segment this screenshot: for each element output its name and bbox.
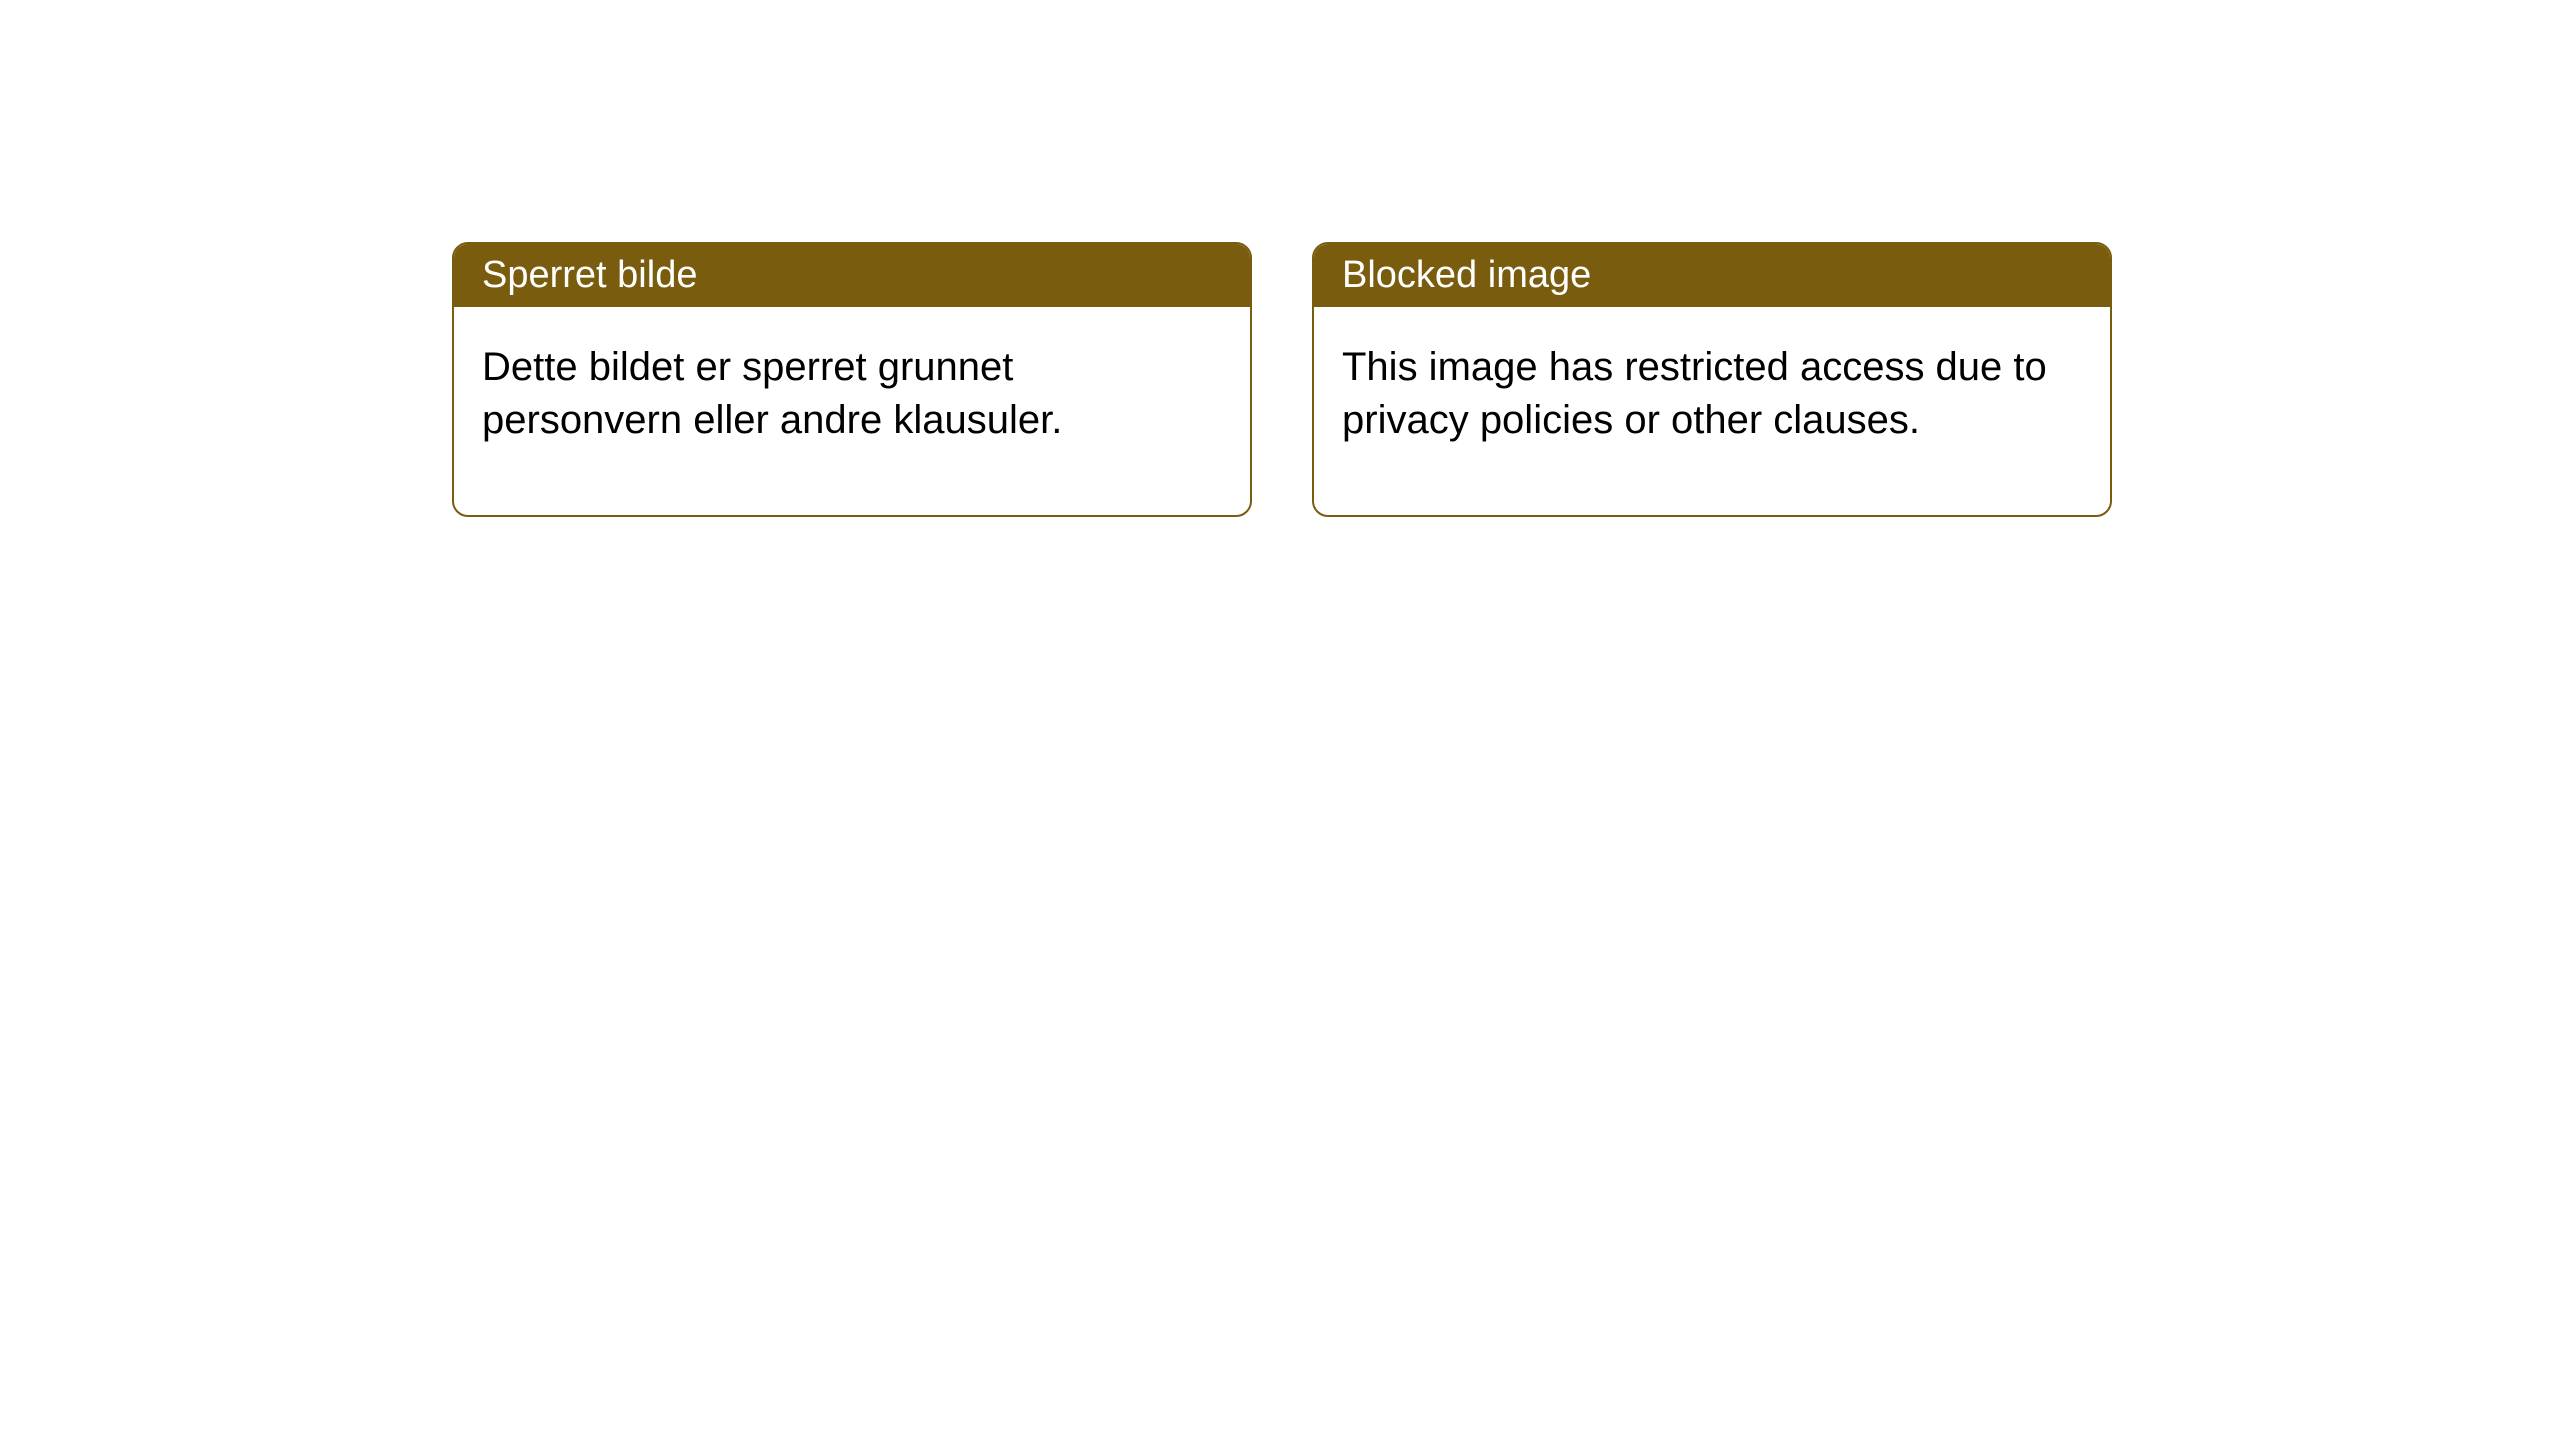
notice-cards-container: Sperret bilde Dette bildet er sperret gr… — [452, 242, 2112, 517]
card-body-english: This image has restricted access due to … — [1314, 307, 2110, 515]
notice-card-english: Blocked image This image has restricted … — [1312, 242, 2112, 517]
card-header-english: Blocked image — [1314, 244, 2110, 307]
card-body-norwegian: Dette bildet er sperret grunnet personve… — [454, 307, 1250, 515]
notice-card-norwegian: Sperret bilde Dette bildet er sperret gr… — [452, 242, 1252, 517]
card-header-norwegian: Sperret bilde — [454, 244, 1250, 307]
